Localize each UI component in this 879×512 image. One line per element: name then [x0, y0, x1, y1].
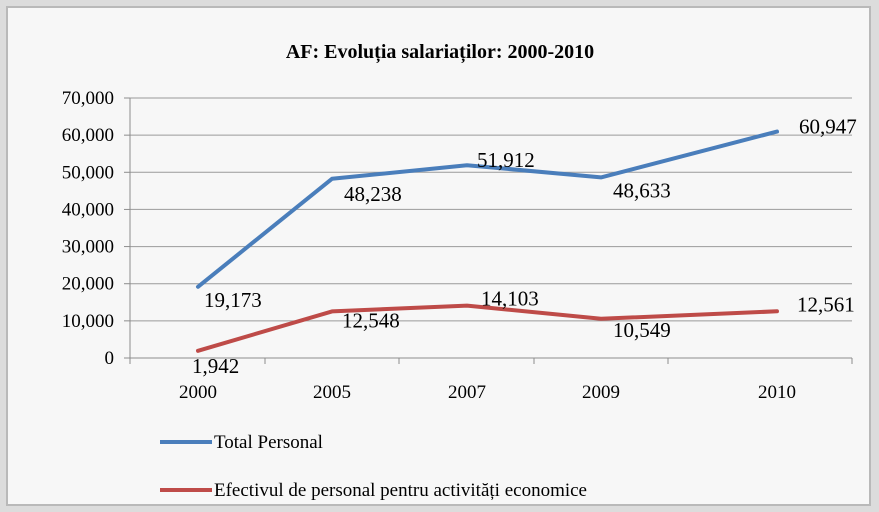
- y-tick-label: 10,000: [62, 311, 114, 332]
- data-label: 48,633: [613, 178, 671, 202]
- legend-label: Total Personal: [214, 432, 323, 453]
- y-tick-label: 50,000: [62, 162, 114, 183]
- x-tick-label: 2000: [179, 382, 217, 403]
- y-tick-label: 60,000: [62, 125, 114, 146]
- series-line-2: [196, 303, 779, 353]
- x-tick-label: 2009: [582, 382, 620, 403]
- x-axis-ticks: 2000 2005 2007 2009 2010: [179, 382, 796, 403]
- data-labels: 19,173 48,238 51,912 48,633 60,947 1,942 12,54…: [192, 115, 857, 378]
- data-label: 48,238: [344, 182, 402, 206]
- x-tick-label: 2005: [313, 382, 351, 403]
- y-tick-label: 30,000: [62, 237, 114, 258]
- chart-title: AF: Evoluția salariaților: 2000-2010: [286, 41, 594, 64]
- grid-lines: [124, 97, 853, 364]
- y-tick-label: 0: [105, 348, 115, 369]
- chart-frame: [6, 6, 871, 506]
- data-label: 1,942: [192, 354, 239, 378]
- data-label: 10,549: [613, 318, 671, 342]
- x-tick-label: 2007: [448, 382, 486, 403]
- data-label: 60,947: [799, 115, 857, 139]
- series-line-1: [196, 129, 779, 289]
- data-label: 12,561: [797, 292, 855, 316]
- data-label: 14,103: [481, 287, 539, 311]
- legend-label: Efectivul de personal pentru activități …: [214, 480, 587, 501]
- y-tick-label: 20,000: [62, 274, 114, 295]
- data-label: 51,912: [477, 148, 535, 172]
- data-label: 12,548: [342, 308, 400, 332]
- y-axis-ticks: 0 10,000 20,000 30,000 40,000 50,000 60,000 70,…: [62, 88, 114, 369]
- series-lines: [196, 129, 779, 353]
- data-label: 19,173: [204, 288, 262, 312]
- x-tick-label: 2010: [758, 382, 796, 403]
- legend: Total Personal Efectivul de personal pent…: [160, 432, 587, 501]
- y-tick-label: 70,000: [62, 88, 114, 109]
- y-tick-label: 40,000: [62, 199, 114, 220]
